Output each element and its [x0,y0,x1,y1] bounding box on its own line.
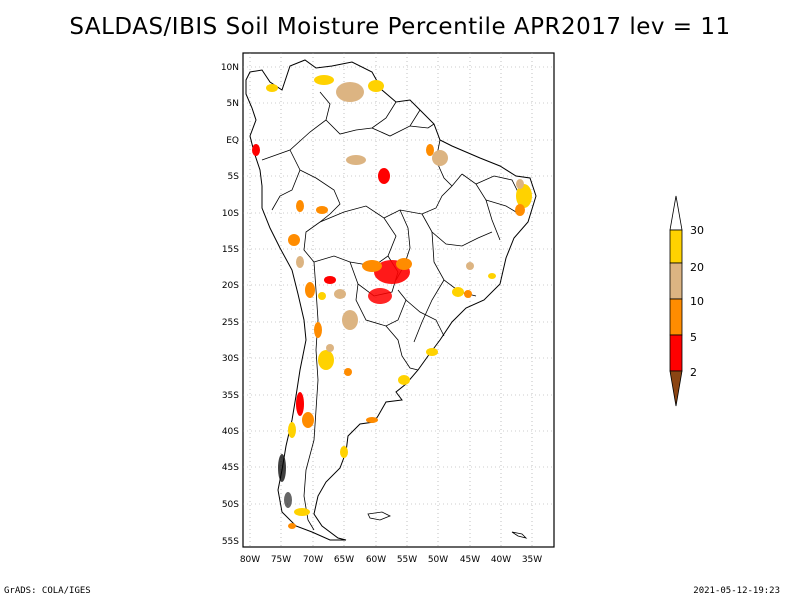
lat-tick: 45S [222,463,239,473]
legend-labels: 30 20 10 5 2 [690,224,704,379]
lat-tick: 10N [221,63,239,73]
lon-tick: 60W [366,555,386,565]
legend-20-30 [669,229,683,264]
legend-label: 5 [690,331,697,344]
lat-tick: 5N [227,99,239,109]
lat-tick: EQ [226,136,239,146]
footer-timestamp: 2021-05-12-19:23 [693,586,780,596]
legend-label: 10 [690,295,704,308]
legend-2-5 [669,334,683,372]
map-title: SALDAS/IBIS Soil Moisture Percentile APR… [69,14,731,40]
lon-ticks: 80W 75W 70W 65W 60W 55W 50W 45W 40W 35W [240,555,542,565]
lon-tick: 40W [491,555,511,565]
south-georgia-island [511,531,528,539]
lat-tick: 30S [222,354,239,364]
lat-tick: 20S [222,281,239,291]
lat-tick: 35S [222,391,239,401]
lat-tick: 25S [222,318,239,328]
legend-below2 [669,370,683,407]
lon-tick: 75W [271,555,291,565]
legend-label: 30 [690,224,704,237]
legend-10-20 [669,262,683,300]
percentile-shading [252,75,532,529]
falklands-island [367,511,391,521]
lat-tick: 40S [222,427,239,437]
lon-tick: 65W [334,555,354,565]
lat-tick: 5S [228,172,240,182]
lon-tick: 80W [240,555,260,565]
legend-label: 2 [690,366,697,379]
lon-tick: 70W [303,555,323,565]
footer-credit: GrADS: COLA/IGES [4,586,91,596]
south-america-coastline [245,59,537,541]
legend-5-10 [669,298,683,336]
lon-tick: 55W [397,555,417,565]
lon-tick: 50W [428,555,448,565]
legend-above30 [669,195,683,231]
lat-tick: 55S [222,537,239,547]
legend-label: 20 [690,261,704,274]
lat-ticks: 10N 5N EQ 5S 10S 15S 20S 25S 30S 35S 40S… [221,63,239,547]
lon-tick: 45W [460,555,480,565]
color-legend [669,195,683,407]
map-frame [242,52,555,548]
lat-tick: 50S [222,500,239,510]
lat-tick: 15S [222,245,239,255]
lat-tick: 10S [222,209,239,219]
lon-tick: 35W [522,555,542,565]
